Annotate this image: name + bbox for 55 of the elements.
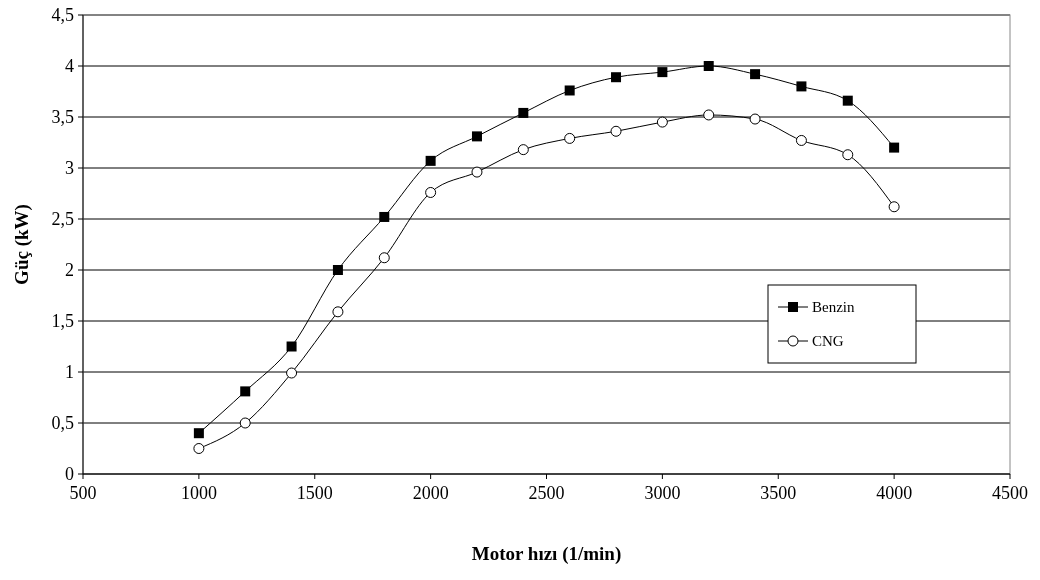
point	[286, 341, 297, 352]
point	[611, 72, 622, 83]
x-axis-title: Motor hızı (1/min)	[471, 543, 622, 565]
point	[564, 132, 576, 144]
point	[888, 201, 900, 213]
point	[471, 166, 483, 178]
y-tick-label: 0	[65, 464, 74, 485]
x-tick-label: 2500	[528, 483, 565, 503]
point	[656, 116, 668, 128]
x-tick-label: 1000	[180, 483, 217, 503]
y-tick-label: 4,5	[51, 5, 74, 26]
point	[332, 306, 344, 318]
point	[239, 417, 251, 429]
x-tick-label: 3500	[760, 483, 797, 503]
legend-label: Benzin	[812, 299, 855, 316]
point	[703, 61, 714, 71]
point	[610, 125, 622, 137]
point	[564, 85, 575, 96]
legend-label: CNG	[812, 333, 844, 350]
point	[795, 134, 807, 146]
x-tick-label: 3000	[644, 483, 681, 503]
x-tick-label: 2000	[412, 483, 449, 503]
x-tick-label: 4000	[876, 483, 913, 503]
y-tick-label: 1,5	[51, 311, 74, 332]
point	[796, 81, 807, 92]
point	[286, 367, 298, 379]
point	[332, 265, 343, 275]
point	[657, 67, 668, 78]
point	[750, 69, 761, 80]
point	[518, 107, 529, 118]
y-tick-label: 1	[65, 362, 74, 383]
point	[842, 95, 853, 106]
point	[517, 144, 529, 156]
x-tick-label: 500	[69, 483, 97, 503]
y-axis-title: Güç (kW)	[11, 204, 33, 285]
y-tick-label: 3,5	[51, 107, 74, 128]
point	[842, 149, 854, 161]
y-tick-label: 3	[65, 158, 74, 179]
point	[471, 131, 482, 142]
y-tick-label: 0,5	[51, 413, 74, 434]
point	[425, 155, 436, 166]
y-tick-label: 2	[65, 260, 74, 281]
point	[240, 386, 251, 397]
y-tick-label: 2,5	[51, 209, 74, 230]
point	[193, 428, 204, 439]
x-tick-label: 4500	[992, 483, 1028, 503]
point	[379, 211, 390, 222]
point	[703, 109, 715, 121]
x-tick-label: 1500	[296, 483, 333, 503]
point	[749, 113, 761, 125]
point	[193, 443, 205, 454]
point	[378, 252, 390, 264]
y-tick-label: 4	[65, 56, 74, 77]
point	[889, 142, 900, 153]
point	[425, 186, 437, 198]
